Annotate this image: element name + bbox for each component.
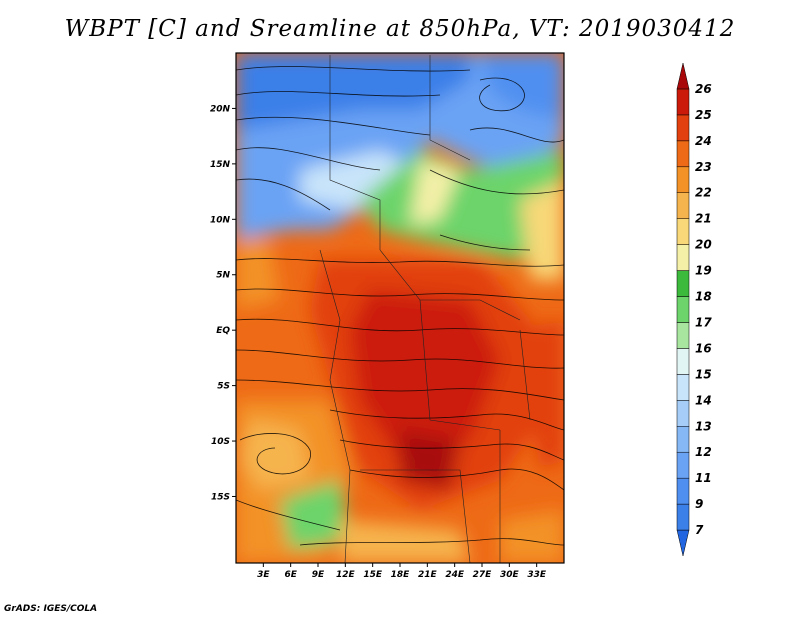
colorbar-label: 23 bbox=[695, 160, 712, 174]
colorbar-label: 22 bbox=[695, 186, 712, 200]
colorbar-segment bbox=[676, 62, 690, 90]
latitude-axis: 20N 15N 10N 5N EQ 5S 10S 15S bbox=[210, 104, 236, 502]
colorbar-segment bbox=[676, 374, 690, 401]
colorbar-segment bbox=[676, 451, 690, 479]
x-tick-label: 24E bbox=[445, 570, 465, 580]
colorbar-label: 17 bbox=[695, 315, 712, 329]
x-tick-label: 15E bbox=[363, 570, 383, 580]
colorbar-segment bbox=[676, 270, 690, 297]
colorbar-segment bbox=[676, 296, 690, 323]
colorbar-segment bbox=[676, 166, 690, 193]
map-plot-area bbox=[235, 52, 565, 564]
colorbar-segment bbox=[676, 218, 690, 245]
colorbar-segment bbox=[676, 348, 690, 375]
colorbar-segment bbox=[676, 477, 690, 505]
x-tick-label: 21E bbox=[418, 570, 438, 580]
colorbar-label: 20 bbox=[695, 238, 712, 252]
colorbar-segment bbox=[676, 503, 690, 531]
colorbar-label: 16 bbox=[695, 341, 712, 355]
grads-credit: GrADS: IGES/COLA bbox=[4, 604, 98, 614]
colorbar-segment bbox=[676, 529, 690, 557]
colorbar-label: 18 bbox=[695, 290, 712, 304]
colorbar-label: 15 bbox=[695, 367, 712, 381]
y-tick-label: 5N bbox=[216, 271, 230, 281]
wbpt-field bbox=[236, 53, 564, 563]
y-tick-label: 5S bbox=[217, 382, 230, 392]
x-tick-label: 33E bbox=[527, 570, 547, 580]
colorbar-segment bbox=[676, 114, 690, 142]
colorbar-segment bbox=[676, 88, 690, 116]
colorbar-segment bbox=[676, 400, 690, 427]
x-tick-label: 27E bbox=[473, 570, 493, 580]
x-tick-label: 3E bbox=[257, 570, 270, 580]
y-tick-label: 20N bbox=[210, 104, 231, 114]
x-tick-label: 30E bbox=[500, 570, 520, 580]
streamlines bbox=[236, 66, 564, 546]
y-tick-label: EQ bbox=[216, 326, 230, 336]
colorbar-segment bbox=[676, 244, 690, 271]
x-tick-label: 6E bbox=[284, 570, 297, 580]
y-tick-label: 10S bbox=[211, 437, 230, 447]
colorbar-label: 21 bbox=[695, 212, 712, 226]
y-tick-label: 10N bbox=[210, 215, 231, 225]
colorbar-label: 14 bbox=[695, 393, 712, 407]
x-tick-label: 18E bbox=[391, 570, 411, 580]
colorbar-label: 11 bbox=[695, 471, 712, 485]
colorbar-label: 7 bbox=[695, 523, 704, 537]
x-tick-label: 9E bbox=[312, 570, 325, 580]
colorbar-label: 19 bbox=[695, 264, 712, 278]
colorbar: 7 9 11 12 13 14 15 16 17 18 19 20 21 22 23 24 25 26 bbox=[676, 62, 712, 557]
colorbar-segment bbox=[676, 322, 690, 349]
colorbar-segment bbox=[676, 426, 690, 453]
x-tick-label: 12E bbox=[336, 570, 356, 580]
country-borders bbox=[319, 55, 531, 563]
y-tick-label: 15S bbox=[211, 492, 230, 502]
colorbar-label: 24 bbox=[695, 134, 712, 148]
colorbar-label: 12 bbox=[695, 445, 712, 459]
colorbar-segment bbox=[676, 192, 690, 219]
colorbar-label: 26 bbox=[695, 82, 712, 96]
colorbar-label: 9 bbox=[695, 497, 703, 511]
colorbar-label: 13 bbox=[695, 419, 712, 433]
colorbar-label: 25 bbox=[695, 108, 712, 122]
plot-title: WBPT [C] and Sreamline at 850hPa, VT: 20… bbox=[64, 16, 736, 42]
colorbar-segment bbox=[676, 140, 690, 168]
y-tick-label: 15N bbox=[210, 160, 231, 170]
longitude-axis: 3E 6E 9E 12E 15E 18E 21E 24E 27E 30E 33E bbox=[257, 563, 547, 580]
